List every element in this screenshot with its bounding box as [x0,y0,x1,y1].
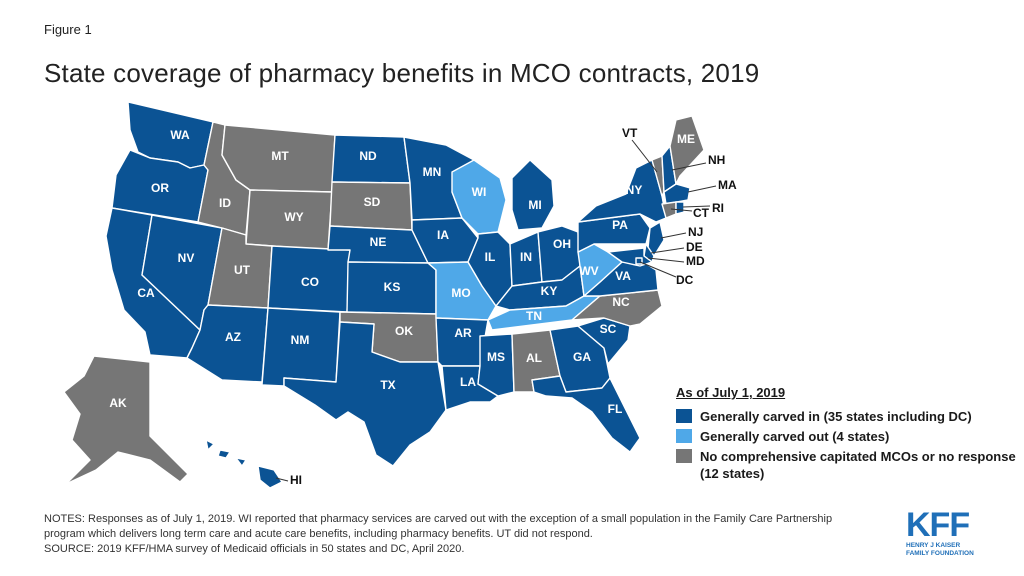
source-text: SOURCE: 2019 KFF/HMA survey of Medicaid … [44,543,465,555]
state-label-AK: AK [109,396,127,410]
state-label-UT: UT [234,263,251,277]
state-label-IL: IL [485,250,496,264]
state-label-HI: HI [290,473,302,487]
leader-line-NJ [660,232,687,239]
leader-line-MD [647,257,685,263]
state-DC[interactable] [635,257,643,265]
state-label-RI: RI [712,201,724,215]
state-label-AZ: AZ [225,330,241,344]
chart-title: State coverage of pharmacy benefits in M… [44,58,760,88]
state-label-LA: LA [460,375,476,389]
state-label-PA: PA [612,218,628,232]
logo-mark: KFF [906,506,970,544]
state-label-WA: WA [170,128,190,142]
state-label-CT: CT [693,206,710,220]
state-label-ID: ID [219,196,231,210]
state-label-OK: OK [395,324,413,338]
state-label-NC: NC [612,295,630,309]
state-label-OR: OR [151,181,169,195]
state-label-KS: KS [384,280,401,294]
state-label-MD: MD [686,254,705,268]
logo-line-1: HENRY J KAISER [906,542,961,549]
state-label-SC: SC [600,322,617,336]
logo-line-2: FAMILY FOUNDATION [906,549,974,557]
state-label-AR: AR [454,326,472,340]
state-label-TN: TN [526,309,542,323]
state-label-WV: WV [579,264,598,278]
state-NY[interactable] [577,159,667,223]
state-label-CA: CA [137,286,155,300]
state-label-AL: AL [526,351,542,365]
leader-line-NH [671,162,707,171]
state-label-SD: SD [364,195,381,209]
state-label-TX: TX [380,378,395,392]
leader-line-DE [650,247,685,254]
state-RI[interactable] [675,201,685,215]
state-MA[interactable] [663,183,691,205]
figure-label: Figure 1 [44,22,92,37]
legend-swatch-no-mco [676,449,692,463]
legend-label: Generally carved in (35 states including… [700,409,972,424]
legend-swatch-carved-out [676,429,692,443]
state-label-KY: KY [541,284,558,298]
state-label-NH: NH [708,153,725,167]
leader-line-VT [631,139,658,173]
leader-line-CT [670,208,693,212]
state-MI[interactable] [511,159,555,231]
legend-title: As of July 1, 2019 [676,385,786,400]
state-label-DC: DC [676,273,694,287]
state-label-ME: ME [677,132,695,146]
state-label-NE: NE [370,235,387,249]
state-label-NJ: NJ [688,225,703,239]
state-label-NV: NV [178,251,195,265]
state-label-CO: CO [301,275,319,289]
state-FL[interactable] [531,375,641,453]
state-label-MN: MN [423,165,442,179]
state-label-IN: IN [520,250,532,264]
legend: As of July 1, 2019 Generally carved in (… [676,385,1016,485]
state-label-OH: OH [553,237,571,251]
state-NJ[interactable] [647,221,665,257]
state-MS[interactable] [477,333,515,397]
state-label-DE: DE [686,240,703,254]
leader-line-RI [682,205,711,208]
leader-line-DC [639,261,677,278]
state-label-GA: GA [573,350,591,364]
state-label-VA: VA [615,269,631,283]
legend-item-carved-out: Generally carved out (4 states) [676,428,1016,445]
kff-logo: KFF HENRY J KAISER FAMILY FOUNDATION [906,508,996,557]
state-HI[interactable] [205,439,283,489]
state-label-MS: MS [487,350,505,364]
state-label-WY: WY [284,210,303,224]
state-label-MO: MO [451,286,470,300]
state-label-NM: NM [291,333,310,347]
state-label-VT: VT [622,126,638,140]
state-label-NY: NY [626,183,643,197]
legend-item-carved-in: Generally carved in (35 states including… [676,408,1016,425]
legend-label: No comprehensive capitated MCOs or no re… [700,449,1016,481]
state-AK[interactable] [63,355,189,485]
state-label-FL: FL [608,402,623,416]
state-label-MT: MT [271,149,289,163]
state-label-ND: ND [359,149,377,163]
state-label-WI: WI [472,185,487,199]
leader-line-MA [687,185,717,193]
state-label-MI: MI [528,198,541,212]
legend-swatch-carved-in [676,409,692,423]
leader-line-HI [275,477,289,482]
state-label-MA: MA [718,178,737,192]
state-ME[interactable] [669,115,705,185]
notes: NOTES: Responses as of July 1, 2019. WI … [44,512,874,557]
notes-text: NOTES: Responses as of July 1, 2019. WI … [44,513,833,540]
legend-item-no-mco: No comprehensive capitated MCOs or no re… [676,448,1016,482]
legend-label: Generally carved out (4 states) [700,429,890,444]
state-label-IA: IA [437,228,449,242]
state-TX[interactable] [283,321,447,467]
